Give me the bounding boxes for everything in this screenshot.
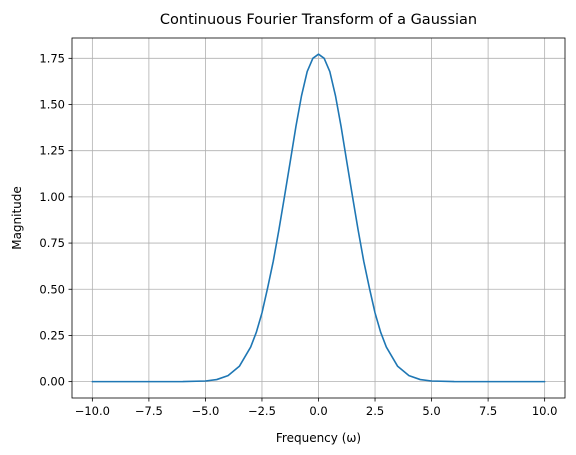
y-tick-label: 1.50 (39, 98, 65, 112)
y-tick-label: 0.50 (39, 282, 65, 296)
x-tick-label: 0.0 (309, 404, 327, 418)
y-tick-label: 0.75 (39, 236, 65, 250)
series-line (91, 53, 546, 383)
grid (72, 38, 565, 398)
series-layer (91, 53, 546, 383)
y-tick-label: 1.75 (39, 51, 65, 65)
x-tick-label: 5.0 (422, 404, 440, 418)
x-tick-label: 2.5 (366, 404, 384, 418)
x-axis-label: Frequency (ω) (276, 431, 361, 445)
y-tick-label: 1.25 (39, 144, 65, 158)
y-tick-label: 1.00 (39, 190, 65, 204)
ticks: −10.0 −7.5 −5.0 −2.5 0.0 2.5 5.0 7.5 10.0 0.00 0.2… (39, 51, 557, 418)
x-tick-label: −5.0 (191, 404, 219, 418)
y-tick-label: 0.25 (39, 328, 65, 342)
x-tick-label: −7.5 (135, 404, 163, 418)
x-tick-label: −2.5 (248, 404, 276, 418)
x-tick-label: −10.0 (75, 404, 110, 418)
y-tick-label: 0.00 (39, 375, 65, 389)
y-axis-label: Magnitude (10, 186, 24, 250)
x-tick-label: 10.0 (532, 404, 558, 418)
chart-title: Continuous Fourier Transform of a Gaussi… (160, 12, 477, 28)
x-tick-label: 7.5 (479, 404, 497, 418)
